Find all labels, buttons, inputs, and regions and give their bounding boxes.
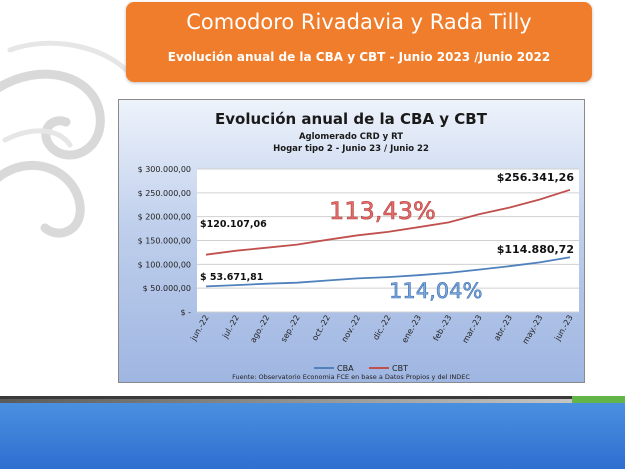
decorative-swirl (0, 40, 138, 238)
cba-start-label: $ 53.671,81 (200, 272, 263, 283)
y-tick-label: $ 200.000,00 (138, 213, 191, 222)
footer-band (0, 403, 625, 469)
x-tick-label: may.-23 (521, 314, 545, 346)
x-tick-label: jun.-23 (552, 314, 574, 344)
x-tick-label: sep.-22 (279, 314, 302, 344)
series-line-cbt (205, 188, 571, 256)
banner-title: Comodoro Rivadavia y Rada Tilly (186, 10, 532, 34)
line-chart: Evolución anual de la CBA y CBT Aglomera… (138, 110, 579, 381)
cba-end-label: $114.880,72 (497, 243, 574, 256)
chart-frame: Evolución anual de la CBA y CBT Aglomera… (118, 99, 585, 383)
y-tick-label: $ 300.000,00 (138, 165, 191, 174)
divider-dark (0, 396, 625, 399)
cbt-start-label: $120.107,06 (200, 219, 267, 230)
divider-accent (572, 396, 625, 403)
cbt-end-label: $256.341,26 (497, 171, 575, 184)
cbt-percent-label: 113,43% (329, 197, 436, 225)
title-banner: Comodoro Rivadavia y Rada Tilly Evolució… (126, 2, 592, 82)
y-tick-label: $ 50.000,00 (143, 284, 191, 293)
chart-title: Evolución anual de la CBA y CBT (215, 110, 488, 128)
x-tick-label: abr.-23 (492, 314, 514, 343)
y-tick-label: $ - (180, 308, 191, 317)
x-tick-label: dic.-22 (371, 314, 392, 342)
y-tick-label: $ 150.000,00 (138, 237, 191, 246)
x-tick-label: jun.-22 (188, 314, 210, 344)
series-lines (205, 188, 571, 288)
x-tick-label: mar.-23 (461, 314, 484, 345)
x-tick-label: nov.-22 (340, 314, 363, 344)
gridlines (197, 168, 579, 313)
chart-subtitle-2: Hogar tipo 2 - Junio 23 / Junio 22 (273, 144, 429, 154)
x-tick-label: jul.-22 (220, 314, 241, 341)
legend-cbt-label: CBT (392, 364, 408, 373)
cba-percent-label: 114,04% (389, 279, 482, 303)
divider-gradient (0, 399, 625, 403)
x-tick-label: feb.-23 (431, 314, 453, 343)
y-tick-label: $ 100.000,00 (138, 260, 191, 269)
legend: CBA CBT (314, 364, 408, 373)
x-tick-label: ene.-23 (400, 314, 423, 345)
y-axis: $ - $ 50.000,00 $ 100.000,00 $ 150.000,00 $ … (138, 165, 192, 317)
series-line-cba (205, 256, 571, 288)
banner-subtitle: Evolución anual de la CBA y CBT - Junio … (167, 50, 551, 64)
y-tick-label: $ 250.000,00 (138, 189, 191, 198)
x-axis: jun.-22 jul.-22 ago.-22 sep.-22 oct.-22 nov.-… (188, 314, 574, 346)
x-tick-label: oct.-22 (310, 314, 332, 343)
chart-subtitle-1: Aglomerado CRD y RT (299, 132, 403, 142)
chart-source: Fuente: Observatorio Economia FCE en bas… (232, 373, 470, 381)
x-tick-label: ago.-22 (248, 314, 271, 345)
legend-cba-label: CBA (337, 364, 354, 373)
